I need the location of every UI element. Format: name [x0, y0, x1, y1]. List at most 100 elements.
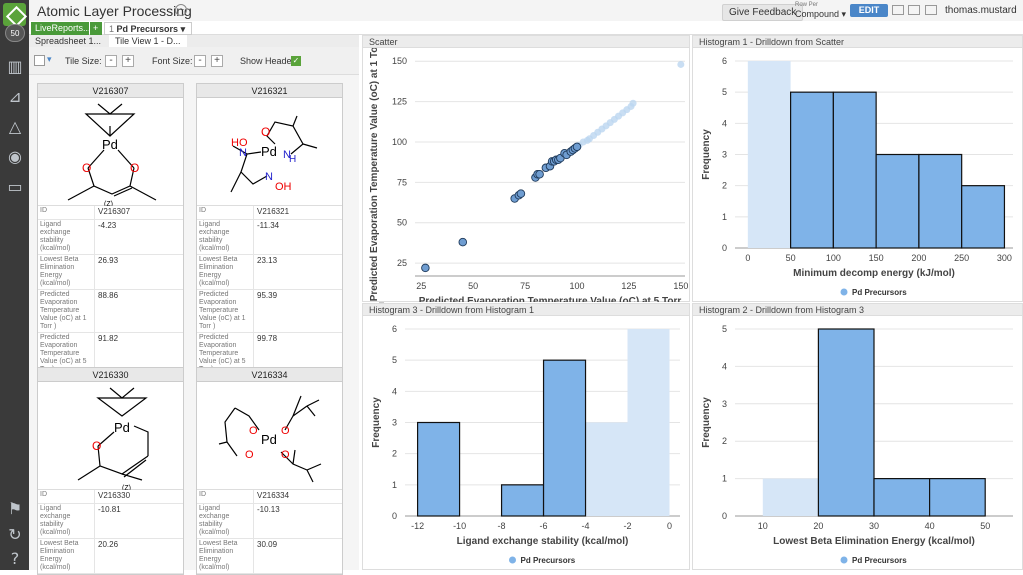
histogram-3-panel[interactable]: Histogram 3 - Drilldown from Histogram 1…	[362, 303, 690, 570]
property-value: V216334	[257, 491, 290, 500]
property-label: Predicted Evaporation Temperature Value …	[38, 290, 95, 332]
scatter-point-selected	[572, 142, 582, 152]
tile-size-minus-button[interactable]: -	[105, 55, 117, 67]
property-value: 95.39	[257, 291, 278, 300]
histogram-2-chart[interactable]: 0 1 2 3 4 5 10 20 30 40 50 Lowest Beta Elimination …	[693, 316, 1022, 570]
compound-card[interactable]: V216321 Pd O HO N N H N OH ID V216321 Liga…	[196, 83, 343, 377]
add-tab-button[interactable]: +	[90, 22, 102, 35]
svg-text:OH: OH	[275, 181, 292, 193]
notification-badge[interactable]: 50	[5, 24, 25, 42]
font-size-plus-button[interactable]: +	[211, 55, 223, 67]
histogram-bar	[832, 91, 877, 249]
property-value: V216321	[257, 207, 290, 216]
legend-marker	[509, 556, 516, 564]
y-axis-label: Frequency	[371, 397, 382, 448]
svg-text:O: O	[281, 449, 290, 461]
row-per-label: Row Per	[795, 2, 819, 8]
svg-text:H: H	[289, 154, 296, 165]
font-size-minus-button[interactable]: -	[194, 55, 206, 67]
scatter-chart[interactable]: 25 50 75 100 125 150 25 50 75 100 125 150 Predicted …	[363, 48, 689, 302]
scatter-point-selected	[421, 263, 430, 273]
card-header: V216334	[197, 368, 342, 382]
property-row: Lowest Beta Elimination Energy (kcal/mol…	[38, 255, 183, 290]
x-tick-label: 50	[980, 521, 990, 531]
show-header-label: Show Header:	[240, 56, 298, 66]
flag-icon[interactable]: ⚑	[7, 499, 23, 518]
molecule-structure-image: Pd O O (Z)	[38, 98, 183, 208]
panel-title: Histogram 2 - Drilldown from Histogram 3	[693, 304, 1022, 316]
property-value: -11.34	[257, 221, 280, 230]
user-menu[interactable]: thomas.mustard	[945, 5, 1017, 16]
table-icon[interactable]: ▥	[7, 57, 23, 76]
x-tick-label: 100	[826, 253, 841, 263]
tile-size-label: Tile Size:	[65, 56, 102, 66]
legend-label: Pd Precursors	[852, 288, 907, 297]
x-tick-label: 200	[911, 253, 926, 263]
property-label: Ligand exchange stability (kcal/mol)	[38, 504, 95, 538]
scatter-panel[interactable]: Scatter 25 50 75 100 125 150 25 50 75 100 125 150 Pr…	[362, 35, 690, 302]
chevron-down-icon[interactable]: ▾	[180, 24, 186, 34]
y-tick-label: 50	[397, 218, 407, 228]
property-value: V216307	[98, 207, 131, 216]
property-row: Lowest Beta Elimination Energy (kcal/mol…	[197, 255, 342, 290]
select-all-checkbox[interactable]	[34, 55, 45, 66]
filter-dropdown-icon[interactable]: ▾	[47, 54, 52, 64]
row-per-select[interactable]: Compound ▾	[795, 9, 847, 19]
compound-card[interactable]: V216330 Pd O (Z) ID V216330 Ligand exchang…	[37, 367, 184, 575]
legend-label: Pd Precursors	[852, 556, 907, 565]
x-axis-label: Ligand exchange stability (kcal/mol)	[457, 536, 629, 547]
compound-card[interactable]: V216334 Pd O O O O ID V216334 Ligand ex	[196, 367, 343, 575]
molecule-structure-image: Pd O HO N N H N OH	[197, 98, 342, 206]
tab-tile-view[interactable]: Tile View 1 - D...	[109, 35, 187, 47]
x-tick-label: 40	[925, 521, 935, 531]
y-tick-label: 6	[392, 324, 397, 334]
chart-icon[interactable]: ⊿	[8, 87, 22, 106]
y-tick-label: 0	[722, 511, 727, 521]
property-label: Lowest Beta Elimination Energy (kcal/mol…	[197, 255, 254, 289]
property-row: ID V216307	[38, 206, 183, 220]
help-icon[interactable]: ?	[10, 549, 20, 568]
y-tick-label: 6	[722, 56, 727, 66]
property-row: Ligand exchange stability (kcal/mol) -11.…	[197, 220, 342, 255]
property-label: Lowest Beta Elimination Energy (kcal/mol…	[38, 539, 95, 573]
y-tick-label: 75	[397, 177, 407, 187]
title-menu-icon[interactable]: ···	[175, 4, 187, 16]
property-label: Ligand exchange stability (kcal/mol)	[197, 504, 254, 538]
refresh-icon[interactable]: ↻	[8, 525, 22, 544]
svg-text:Pd: Pd	[261, 432, 277, 447]
y-tick-label: 125	[392, 97, 407, 107]
page-title: Atomic Layer Processing	[37, 3, 192, 19]
comment-icon[interactable]: ▭	[7, 177, 23, 196]
property-label: ID	[197, 490, 254, 503]
eye-icon[interactable]: ◉	[8, 147, 22, 166]
grid-view-icon[interactable]	[908, 5, 920, 15]
histogram-1-panel[interactable]: Histogram 1 - Drilldown from Scatter 0 1 2…	[692, 35, 1023, 302]
svg-text:(Z): (Z)	[122, 485, 131, 490]
histogram-3-chart[interactable]: 0 1 2 3 4 5 6 -12 -10 -8 -6 -4 -2 0 Ligand exchange st…	[363, 316, 689, 570]
livereports-tab[interactable]: LiveReports...	[31, 22, 91, 35]
app-logo-icon[interactable]	[3, 3, 26, 26]
columns-view-icon[interactable]	[925, 5, 937, 15]
histogram-2-panel[interactable]: Histogram 2 - Drilldown from Histogram 3…	[692, 303, 1023, 570]
tab-pd-precursors[interactable]: 1 Pd Precursors ▾	[104, 22, 192, 35]
histogram-1-chart[interactable]: 0 1 2 3 4 5 6 0 50 100 150 200 250 300 Minimum decomp …	[693, 48, 1022, 302]
molecule-structure-image: Pd O O O O	[197, 382, 342, 490]
property-value: -10.13	[257, 505, 280, 514]
alert-icon[interactable]: △	[8, 117, 22, 136]
show-header-checkbox[interactable]: ✓	[291, 56, 301, 66]
y-tick-label: 0	[392, 511, 397, 521]
x-tick-label: 100	[569, 281, 584, 291]
list-view-icon[interactable]	[892, 5, 904, 15]
histogram-bar	[875, 153, 920, 249]
tile-size-plus-button[interactable]: +	[122, 55, 134, 67]
edit-button[interactable]: EDIT	[850, 4, 888, 17]
legend-label: Pd Precursors	[521, 556, 576, 565]
tile-toolbar: ▾ Tile Size: - + Font Size: - + Show Hea…	[29, 47, 359, 75]
scatter-point-selected	[535, 170, 544, 179]
property-row: ID V216321	[197, 206, 342, 220]
y-axis-label: Predicted Evaporation Temperature Value …	[369, 48, 380, 301]
compound-card[interactable]: V216307 Pd O O (Z) ID V216307 Ligand excha…	[37, 83, 184, 377]
give-feedback-button[interactable]: Give Feedback	[722, 4, 804, 21]
tab-spreadsheet[interactable]: Spreadsheet 1...	[35, 36, 102, 46]
x-tick-label: 75	[520, 281, 530, 291]
